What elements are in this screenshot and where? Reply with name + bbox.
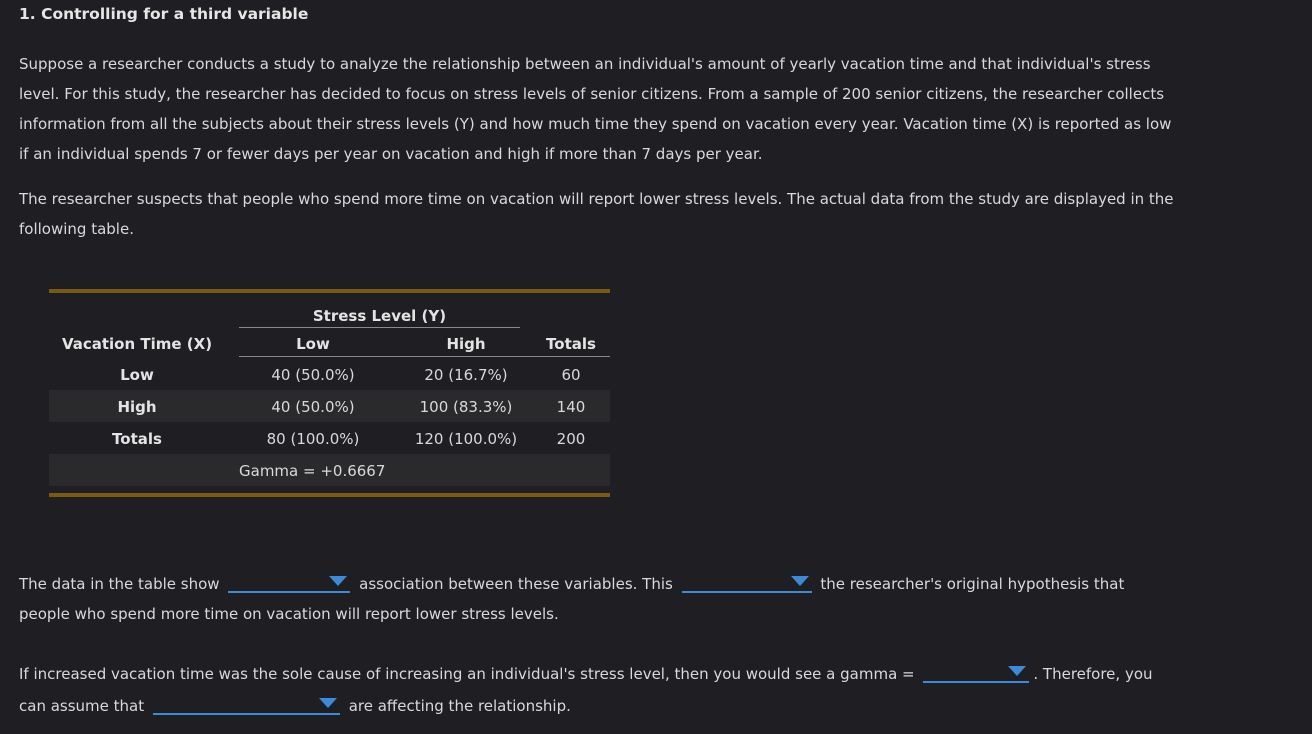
table-bottom-rule bbox=[49, 493, 610, 497]
chevron-down-icon bbox=[1008, 666, 1027, 676]
question-2: If increased vacation time was the sole … bbox=[19, 657, 1179, 721]
table-cell: 40 (50.0%) bbox=[271, 366, 355, 384]
hypothesis-dropdown[interactable] bbox=[681, 571, 812, 593]
chevron-down-icon bbox=[790, 576, 809, 586]
table-cell: 120 (100.0%) bbox=[414, 430, 518, 448]
hypothesis-paragraph: The researcher suspects that people who … bbox=[19, 190, 1174, 238]
q1-text-3: the researcher's original hypothesis tha… bbox=[19, 575, 1125, 623]
table-cell: 20 (16.7%) bbox=[424, 366, 508, 384]
chevron-down-icon bbox=[329, 576, 348, 586]
table-row-stripe bbox=[49, 390, 610, 422]
table-cell: 80 (100.0%) bbox=[266, 430, 360, 448]
question-1: The data in the table show association b… bbox=[19, 567, 1179, 629]
col-header-totals: Totals bbox=[546, 335, 596, 353]
table-cell: 200 bbox=[556, 430, 586, 448]
table-top-rule bbox=[49, 289, 610, 293]
gamma-value: Gamma = +0.6667 bbox=[239, 462, 386, 480]
table-cell: 140 bbox=[556, 398, 586, 416]
column-header-underline bbox=[239, 356, 610, 357]
row-header: Vacation Time (X) bbox=[61, 335, 213, 353]
q2-text-2: . Therefore, you can assume that bbox=[19, 665, 1153, 715]
group-header-underline bbox=[239, 327, 520, 328]
row-label: Totals bbox=[112, 430, 162, 448]
col-header-high: High bbox=[446, 335, 486, 353]
crosstab-table: Stress Level (Y) Vacation Time (X) Low H… bbox=[49, 289, 610, 498]
chevron-down-icon bbox=[318, 698, 337, 708]
row-label: High bbox=[117, 398, 157, 416]
q1-text-1: The data in the table show bbox=[19, 575, 220, 593]
row-label: Low bbox=[120, 366, 154, 384]
group-header: Stress Level (Y) bbox=[312, 307, 447, 325]
association-dropdown[interactable] bbox=[228, 571, 351, 593]
table-cell: 60 bbox=[561, 366, 581, 384]
q2-text-3: are affecting the relationship. bbox=[348, 697, 571, 715]
table-cell: 100 (83.3%) bbox=[419, 398, 513, 416]
question-title: 1. Controlling for a third variable bbox=[19, 5, 309, 23]
gamma-row-stripe bbox=[49, 454, 610, 486]
q1-text-2: association between these variables. Thi… bbox=[359, 575, 673, 593]
q2-text-1: If increased vacation time was the sole … bbox=[19, 665, 915, 683]
table-cell: 40 (50.0%) bbox=[271, 398, 355, 416]
col-header-low: Low bbox=[296, 335, 330, 353]
third-variable-dropdown[interactable] bbox=[152, 693, 340, 715]
gamma-dropdown[interactable] bbox=[923, 661, 1030, 683]
intro-paragraph: Suppose a researcher conducts a study to… bbox=[19, 55, 1172, 163]
